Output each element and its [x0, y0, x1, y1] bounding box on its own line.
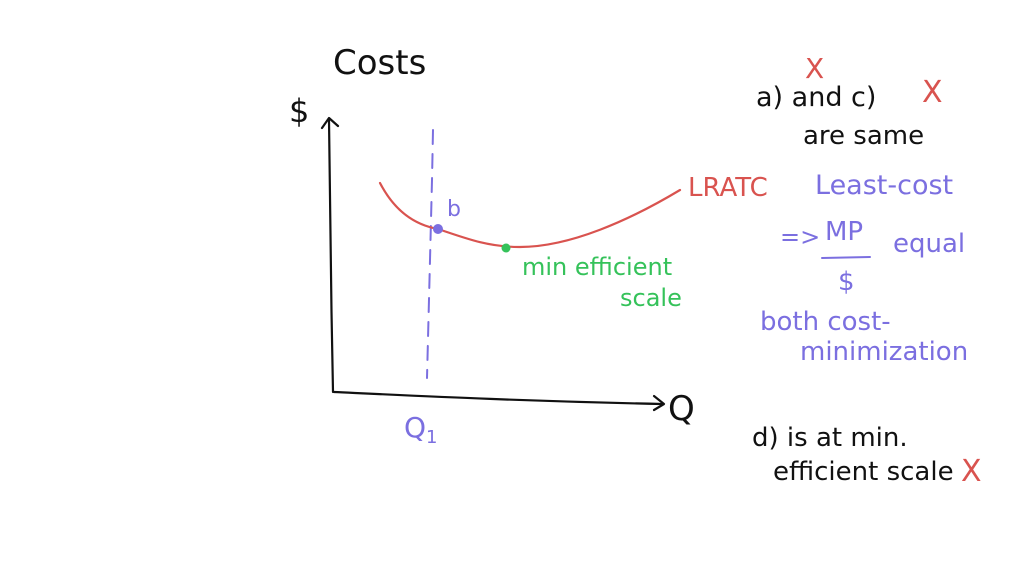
note-ac-line2: are same — [803, 121, 924, 151]
mark-d: X — [961, 454, 982, 489]
q1-tick-label: Q1 — [404, 411, 438, 448]
note-both-line2: minimization — [800, 337, 968, 367]
note-d-line1: d) is at min. — [752, 423, 908, 453]
note-dollar: $ — [838, 267, 855, 297]
min-scale-label-line2: scale — [620, 284, 682, 312]
note-both-line1: both cost- — [760, 307, 891, 337]
axes — [320, 116, 666, 412]
note-equal: equal — [893, 229, 965, 259]
x-axis-label: Q — [668, 389, 695, 429]
min-efficient-scale-point — [501, 243, 511, 253]
note-arrow: => — [780, 223, 820, 251]
note-ac-line1: a) and c) — [756, 82, 876, 113]
y-axis-label: $ — [289, 92, 309, 130]
min-scale-label-line1: min efficient — [522, 253, 672, 281]
lratc-label: LRATC — [688, 173, 768, 203]
q1-letter: Q — [404, 411, 426, 444]
graph-title: Costs — [333, 43, 426, 83]
fraction-bar — [821, 256, 871, 259]
y-axis-arrowhead — [320, 116, 340, 130]
note-least-cost: Least-cost — [815, 170, 953, 201]
point-b-label: b — [447, 197, 461, 222]
note-mp: MP — [825, 217, 863, 247]
lratc-curve — [378, 181, 682, 249]
x-axis — [332, 390, 664, 406]
mark-c: X — [922, 75, 943, 110]
q1-subscript: 1 — [426, 427, 437, 448]
q1-dashed-line — [426, 129, 434, 379]
y-axis — [327, 118, 335, 394]
point-b — [433, 224, 443, 234]
mark-a: X — [805, 52, 824, 85]
note-d-line2: efficient scale — [773, 457, 954, 487]
x-axis-arrowhead — [652, 394, 666, 412]
